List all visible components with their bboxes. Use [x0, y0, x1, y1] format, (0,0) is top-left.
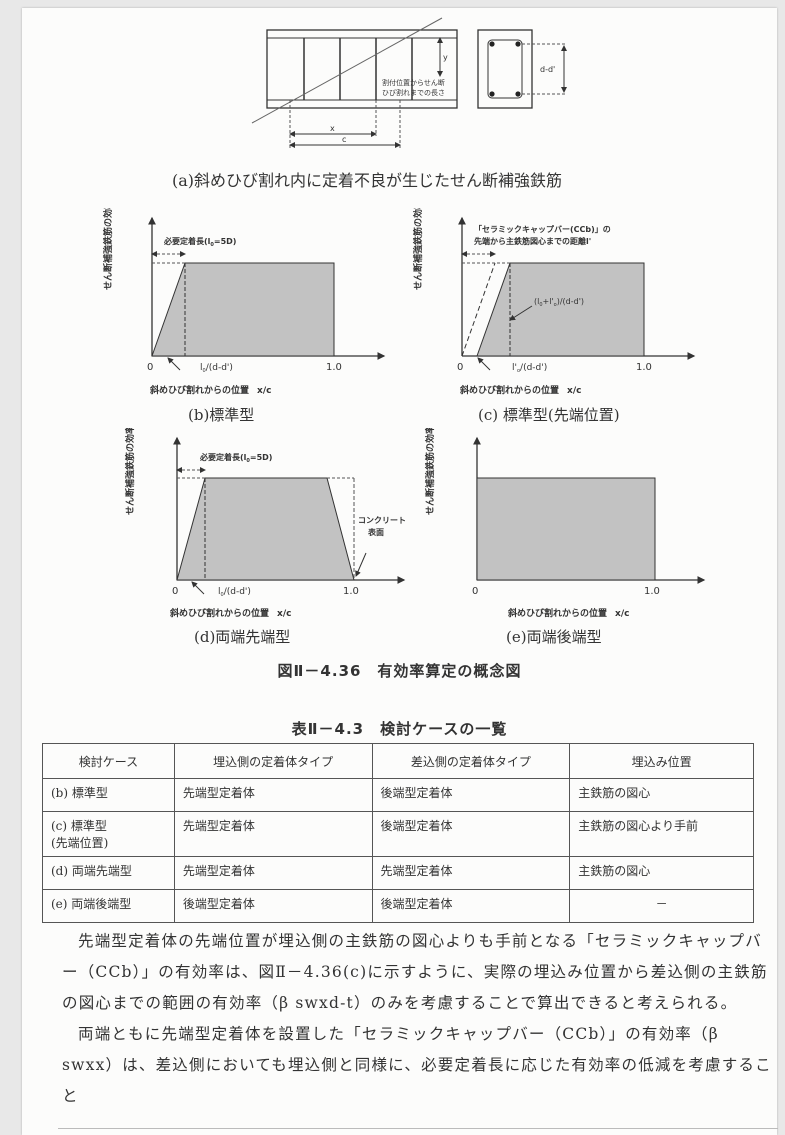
table-cell: 先端型定着体 — [173, 856, 373, 890]
chart-c-note-2: 先端から主鉄筋図心までの距離l' — [474, 236, 591, 246]
table-caption: 表Ⅱ－4.3 検討ケースの一覧 — [291, 720, 508, 738]
table-cell: 先端型定着体 — [371, 856, 571, 890]
table-header-row: 検討ケース 埋込側の定着体タイプ 差込側の定着体タイプ 埋込み位置 — [42, 743, 754, 779]
chart-e-y-label: せん断補強鉄筋の効率 — [424, 428, 436, 515]
table-cell: 後端型定着体 — [371, 889, 571, 923]
table-row: (b) 標準型 先端型定着体 後端型定着体 主鉄筋の図心 — [42, 778, 754, 812]
chart-d-y-label: せん断補強鉄筋の効率 — [124, 428, 136, 515]
table-cell: 後端型定着体 — [371, 811, 571, 857]
bottom-rule — [58, 1128, 778, 1129]
chart-c-inner: (l0+l'o)/(d-d') — [534, 297, 584, 308]
chart-d-x-label: 斜めひび割れからの位置 x/c — [169, 607, 291, 619]
chart-c-tick-0: 0 — [457, 362, 463, 373]
chart-c-marker: l'o/(d-d') — [512, 363, 547, 374]
table-cell: 先端型定着体 — [173, 811, 373, 857]
note-line-1: 割付位置からせん断 — [382, 78, 445, 87]
chart-d-concrete-2: 表面 — [367, 527, 384, 537]
chart-d-note: 必要定着長(l0=5D) — [199, 452, 272, 464]
chart-c-y-label: せん断補強鉄筋の効率 — [412, 208, 424, 290]
table-cell: (e) 両端後端型 — [42, 889, 175, 923]
chart-d-tick-0: 0 — [172, 586, 178, 597]
figure-a-caption: (a)斜めひび割れ内に定着不良が生じたせん断補強鉄筋 — [172, 171, 562, 190]
table-header-cell: 検討ケース — [42, 743, 175, 779]
paragraph: 先端型定着体の先端位置が埋込側の主鉄筋の図心よりも手前となる「セラミックキャップ… — [62, 932, 768, 1012]
figure-a-diagram: x c y 割付位置からせん断 ひび割れまでの長さ d-d' (a)斜めひび割れ… — [172, 17, 567, 190]
table-cell: 主鉄筋の図心 — [569, 778, 754, 812]
note-line-2: ひび割れまでの長さ — [382, 88, 445, 97]
chart-b-note: 必要定着長(l0=5D) — [163, 236, 236, 248]
dim-dd-label: d-d' — [540, 65, 555, 74]
chart-d-concrete-1: コンクリート — [358, 515, 406, 525]
chart-c-x-label: 斜めひび割れからの位置 x/c — [459, 384, 581, 396]
table-cell: 後端型定着体 — [173, 889, 373, 923]
table-cell: 主鉄筋の図心より手前 — [569, 811, 754, 857]
table-row: (c) 標準型 (先端位置) 先端型定着体 後端型定着体 主鉄筋の図心より手前 — [42, 811, 754, 857]
chart-b-tick-0: 0 — [147, 362, 153, 373]
chart-c: 「セラミックキャップバー(CCb)」の 先端から主鉄筋図心までの距離l' (l0… — [412, 208, 696, 423]
table-cell: － — [569, 889, 754, 923]
chart-d-tick-1: 1.0 — [343, 586, 359, 597]
table-header-cell: 差込側の定着体タイプ — [371, 743, 571, 779]
chart-d: 必要定着長(l0=5D) コンクリート 表面 せん断補強鉄筋の効率 0 1.0 … — [124, 428, 406, 646]
chart-d-marker: l0/(d-d') — [218, 587, 251, 598]
table-cell: (b) 標準型 — [42, 778, 175, 812]
cases-table: 検討ケース 埋込側の定着体タイプ 差込側の定着体タイプ 埋込み位置 (b) 標準… — [42, 743, 754, 923]
chart-b-x-label: 斜めひび割れからの位置 x/c — [149, 384, 271, 396]
chart-c-tick-1: 1.0 — [636, 362, 652, 373]
table-cell: 主鉄筋の図心 — [569, 856, 754, 890]
document-page: x c y 割付位置からせん断 ひび割れまでの長さ d-d' (a)斜めひび割れ… — [22, 8, 778, 1135]
table-cell: (d) 両端先端型 — [42, 856, 175, 890]
chart-b-y-label: せん断補強鉄筋の効率 — [102, 208, 114, 290]
paragraph: 両端ともに先端型定着体を設置した「セラミックキャップバー（CCb）」の有効率（β… — [62, 1025, 772, 1105]
chart-c-note-1: 「セラミックキャップバー(CCb)」の — [474, 224, 611, 234]
chart-b-caption: (b)標準型 — [188, 406, 254, 423]
chart-e: せん断補強鉄筋の効率 0 1.0 斜めひび割れからの位置 x/c (e)両端後端型 — [424, 428, 706, 646]
chart-b-marker: l0/(d-d') — [200, 363, 233, 374]
dim-c-label: c — [342, 135, 346, 144]
table-header-cell: 埋込側の定着体タイプ — [173, 743, 373, 779]
chart-b: 必要定着長(l0=5D) せん断補強鉄筋の効率 0 1.0 l0/(d-d') … — [102, 208, 386, 423]
chart-e-caption: (e)両端後端型 — [506, 628, 602, 646]
chart-b-tick-1: 1.0 — [326, 362, 342, 373]
chart-d-caption: (d)両端先端型 — [194, 628, 290, 646]
table-row: (e) 両端後端型 後端型定着体 後端型定着体 － — [42, 889, 754, 923]
chart-e-tick-0: 0 — [472, 586, 478, 597]
chart-e-x-label: 斜めひび割れからの位置 x/c — [507, 607, 629, 619]
chart-e-tick-1: 1.0 — [644, 586, 660, 597]
table-cell: (c) 標準型 (先端位置) — [42, 811, 175, 857]
table-header-cell: 埋込み位置 — [569, 743, 754, 779]
dim-x-label: x — [330, 124, 335, 133]
body-text: 先端型定着体の先端位置が埋込側の主鉄筋の図心よりも手前となる「セラミックキャップ… — [62, 926, 774, 1112]
table-cell: 後端型定着体 — [371, 778, 571, 812]
table-row: (d) 両端先端型 先端型定着体 先端型定着体 主鉄筋の図心 — [42, 856, 754, 890]
chart-c-caption: (c) 標準型(先端位置) — [478, 406, 620, 423]
dim-y-label: y — [443, 53, 448, 62]
figure-caption: 図Ⅱ－4.36 有効率算定の概念図 — [277, 662, 522, 680]
table-cell: 先端型定着体 — [173, 778, 373, 812]
